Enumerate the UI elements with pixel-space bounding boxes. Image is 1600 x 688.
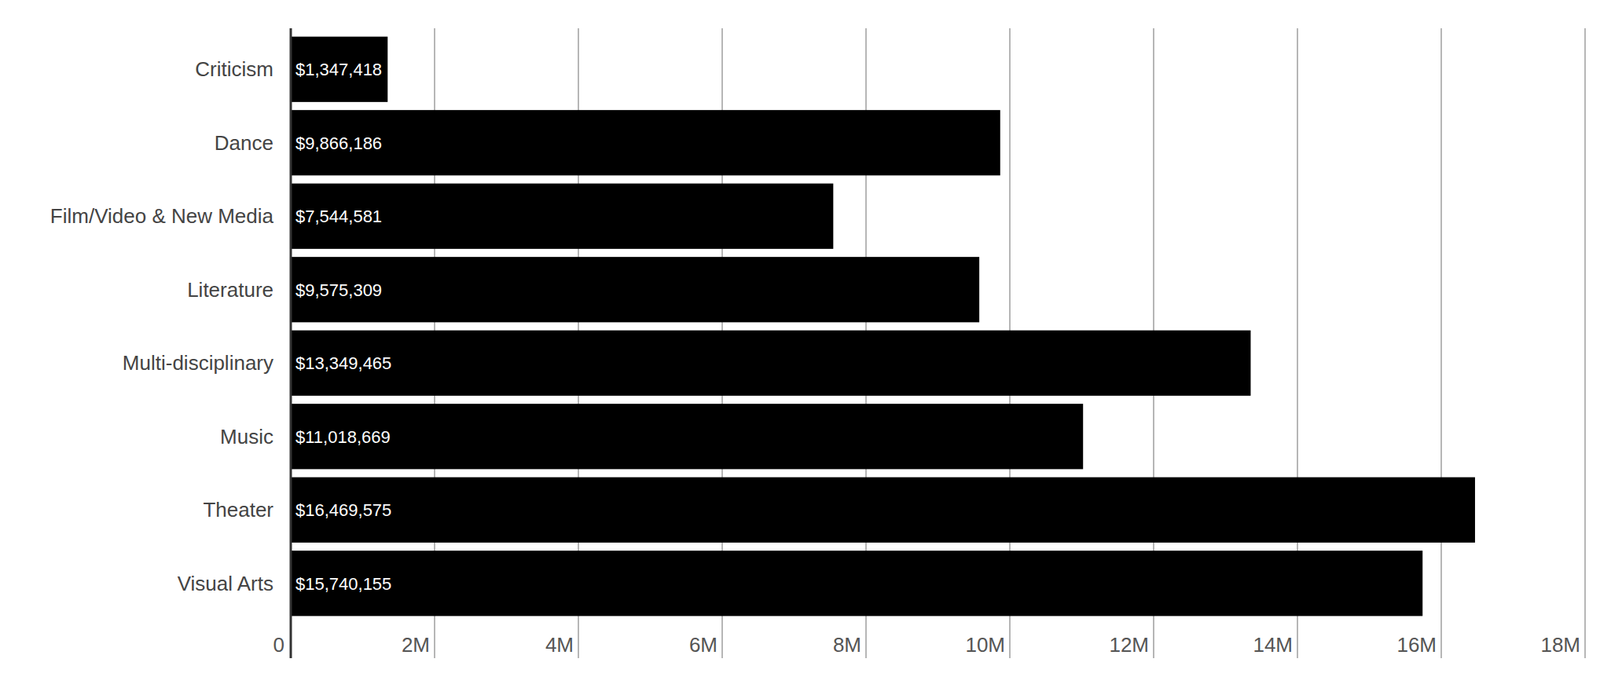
category-label: Literature	[187, 278, 274, 302]
bar	[290, 403, 1083, 470]
tick-label: 2M	[401, 633, 430, 657]
grid-line	[1440, 28, 1443, 659]
tick-label: 4M	[545, 633, 574, 657]
category-label: Music	[220, 425, 274, 449]
data-label: $9,866,186	[295, 133, 382, 154]
tick-label: 12M	[1108, 633, 1149, 657]
x-range-line	[290, 620, 1586, 621]
chart: 0 2M 4M 6M 8M 10M 12M 14M 16M 18M $1,347,418 $9,866…	[0, 0, 1600, 688]
category-labels: Criticism Dance Film/Video & New Media Lite…	[50, 57, 275, 596]
category-label: Multi-disciplinary	[122, 351, 274, 375]
category-label: Visual Arts	[177, 572, 274, 596]
data-label: $16,469,575	[295, 500, 392, 521]
y-axis-line	[289, 28, 293, 659]
tick-label: 0	[273, 633, 285, 657]
tick-label: 18M	[1540, 633, 1581, 657]
data-label: $9,575,309	[295, 280, 382, 301]
data-labels: $1,347,418 $9,866,186 $7,544,581 $9,575,309…	[295, 59, 392, 595]
data-label: $7,544,581	[295, 206, 382, 227]
data-label: $11,018,669	[295, 427, 391, 448]
bars	[290, 36, 1476, 617]
tick-label: 10M	[965, 633, 1006, 657]
grid-line	[1584, 28, 1586, 659]
bar	[290, 183, 834, 250]
bar	[290, 110, 1001, 176]
category-label: Dance	[214, 131, 274, 155]
tick-label: 8M	[833, 633, 862, 657]
category-label: Criticism	[194, 57, 274, 81]
data-label: $13,349,465	[295, 353, 392, 374]
category-label: Theater	[202, 498, 274, 522]
bar	[290, 36, 388, 103]
tick-label: 16M	[1396, 633, 1437, 657]
data-label: $15,740,155	[295, 574, 392, 595]
tick-label: 6M	[689, 633, 718, 657]
data-label: $1,347,418	[295, 59, 382, 80]
category-label: Film/Video & New Media	[50, 204, 275, 228]
tick-label: 14M	[1252, 633, 1293, 657]
bar	[290, 330, 1251, 397]
x-tick-labels: 0 2M 4M 6M 8M 10M 12M 14M 16M 18M	[273, 633, 1581, 657]
bar	[290, 256, 980, 323]
bar	[290, 550, 1423, 617]
bar	[290, 477, 1476, 544]
